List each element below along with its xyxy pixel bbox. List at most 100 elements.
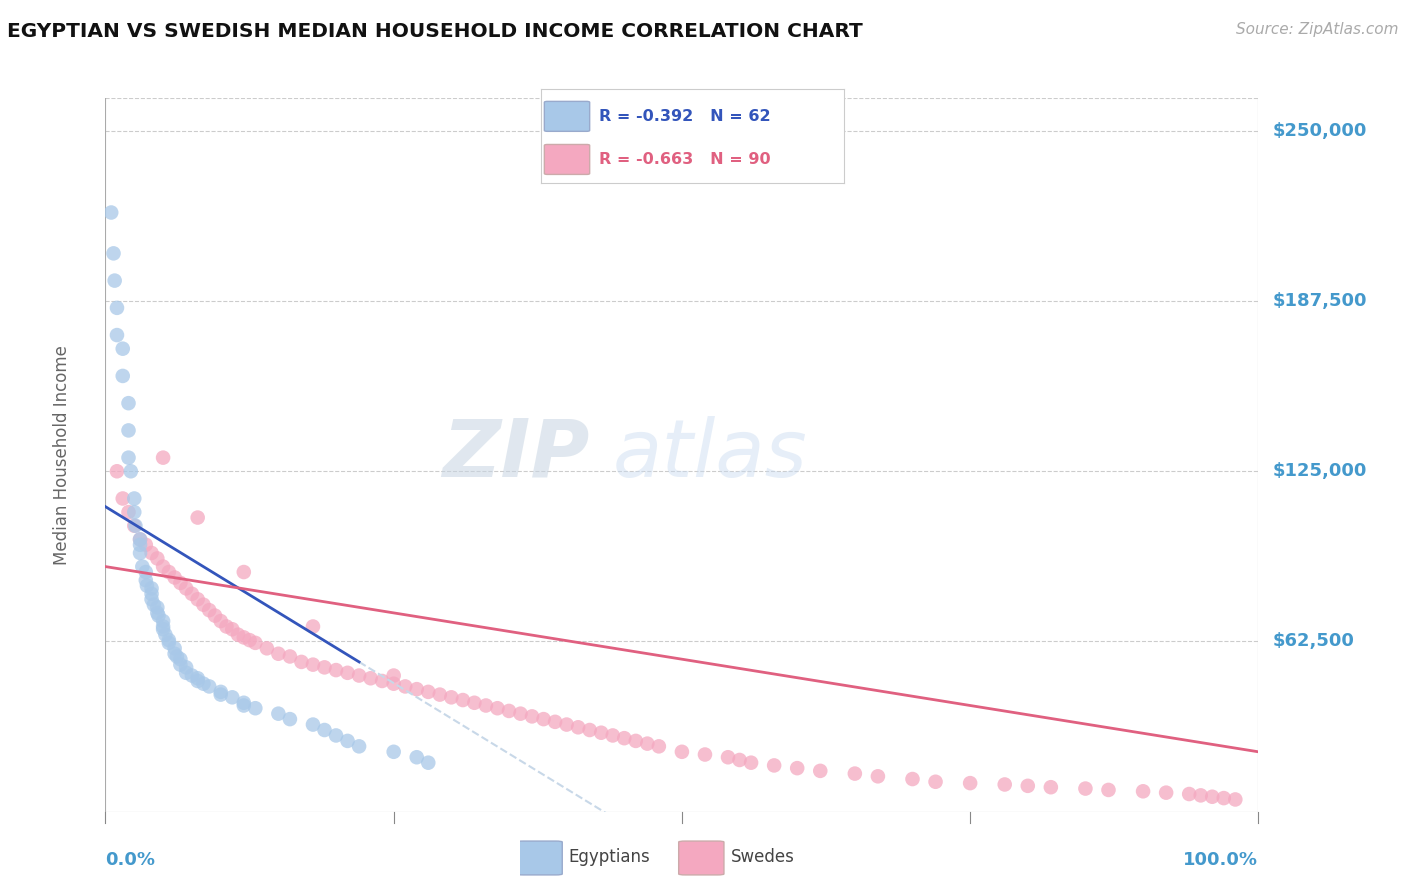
Text: Source: ZipAtlas.com: Source: ZipAtlas.com (1236, 22, 1399, 37)
FancyBboxPatch shape (544, 145, 589, 175)
Point (105, 301, 128, 315)
Point (418, 756, 440, 770)
Point (152, 614, 174, 628)
Point (808, 764, 831, 778)
Point (135, 565, 157, 579)
Text: ZIP: ZIP (443, 416, 589, 494)
Point (169, 652, 191, 666)
Point (152, 450, 174, 465)
Point (520, 709, 543, 723)
FancyBboxPatch shape (679, 841, 724, 875)
Point (155, 628, 177, 642)
Point (394, 680, 416, 694)
Point (405, 682, 427, 697)
Point (100, 205, 122, 219)
Point (336, 734, 359, 748)
Text: atlas: atlas (613, 416, 807, 494)
Point (347, 739, 370, 754)
Point (693, 747, 716, 762)
Point (117, 505, 139, 519)
Point (198, 680, 221, 694)
Point (1074, 781, 1097, 796)
Point (163, 570, 186, 584)
Text: Median Household Income: Median Household Income (52, 345, 70, 565)
Point (105, 464, 128, 478)
Point (278, 712, 301, 726)
Point (671, 745, 693, 759)
Point (221, 622, 243, 636)
Point (204, 608, 226, 623)
Text: Swedes: Swedes (731, 847, 794, 866)
Point (129, 538, 152, 552)
Point (129, 533, 152, 547)
Point (187, 671, 209, 685)
Point (429, 688, 451, 702)
Point (120, 464, 142, 478)
Text: $187,500: $187,500 (1272, 292, 1367, 310)
Point (567, 720, 589, 734)
Point (103, 246, 125, 260)
Point (209, 688, 232, 702)
Point (141, 587, 163, 601)
Point (382, 745, 405, 759)
Point (141, 582, 163, 596)
Point (124, 491, 146, 506)
Point (215, 619, 238, 633)
Point (360, 671, 382, 685)
Point (141, 592, 163, 607)
Point (117, 424, 139, 438)
Point (146, 600, 169, 615)
Point (221, 690, 243, 705)
Point (166, 649, 188, 664)
Point (1097, 783, 1119, 797)
Point (278, 649, 301, 664)
Point (148, 608, 170, 623)
Point (239, 633, 262, 648)
Point (475, 698, 498, 713)
Point (141, 546, 163, 560)
Point (152, 619, 174, 633)
Point (163, 641, 186, 656)
Point (157, 636, 180, 650)
Point (142, 598, 165, 612)
Point (198, 603, 221, 617)
Point (314, 723, 336, 737)
Point (636, 737, 658, 751)
Point (111, 491, 134, 506)
Point (405, 750, 427, 764)
Point (613, 731, 636, 746)
Point (418, 685, 440, 699)
Text: R = -0.392   N = 62: R = -0.392 N = 62 (599, 109, 770, 124)
Point (232, 631, 254, 645)
Point (290, 655, 312, 669)
Point (1132, 784, 1154, 798)
Point (763, 758, 786, 772)
Point (498, 704, 520, 718)
Point (209, 614, 232, 628)
Text: EGYPTIAN VS SWEDISH MEDIAN HOUSEHOLD INCOME CORRELATION CHART: EGYPTIAN VS SWEDISH MEDIAN HOUSEHOLD INC… (7, 22, 863, 41)
Point (509, 706, 531, 721)
Point (302, 717, 325, 731)
Point (1017, 779, 1039, 793)
Point (174, 582, 197, 596)
Point (994, 777, 1017, 791)
Point (924, 774, 946, 789)
Text: R = -0.663   N = 90: R = -0.663 N = 90 (599, 152, 770, 167)
Point (245, 701, 267, 715)
Point (226, 628, 249, 642)
Point (157, 565, 180, 579)
Point (728, 753, 751, 767)
Point (1178, 787, 1201, 801)
Point (555, 717, 578, 731)
Point (648, 739, 671, 754)
Point (302, 619, 325, 633)
Point (347, 668, 370, 682)
Point (169, 657, 191, 672)
Point (1154, 786, 1177, 800)
Point (1201, 789, 1223, 804)
Point (135, 573, 157, 587)
Point (152, 622, 174, 636)
Text: 0.0%: 0.0% (105, 851, 156, 869)
Point (866, 769, 889, 783)
Text: Egyptians: Egyptians (568, 847, 651, 866)
